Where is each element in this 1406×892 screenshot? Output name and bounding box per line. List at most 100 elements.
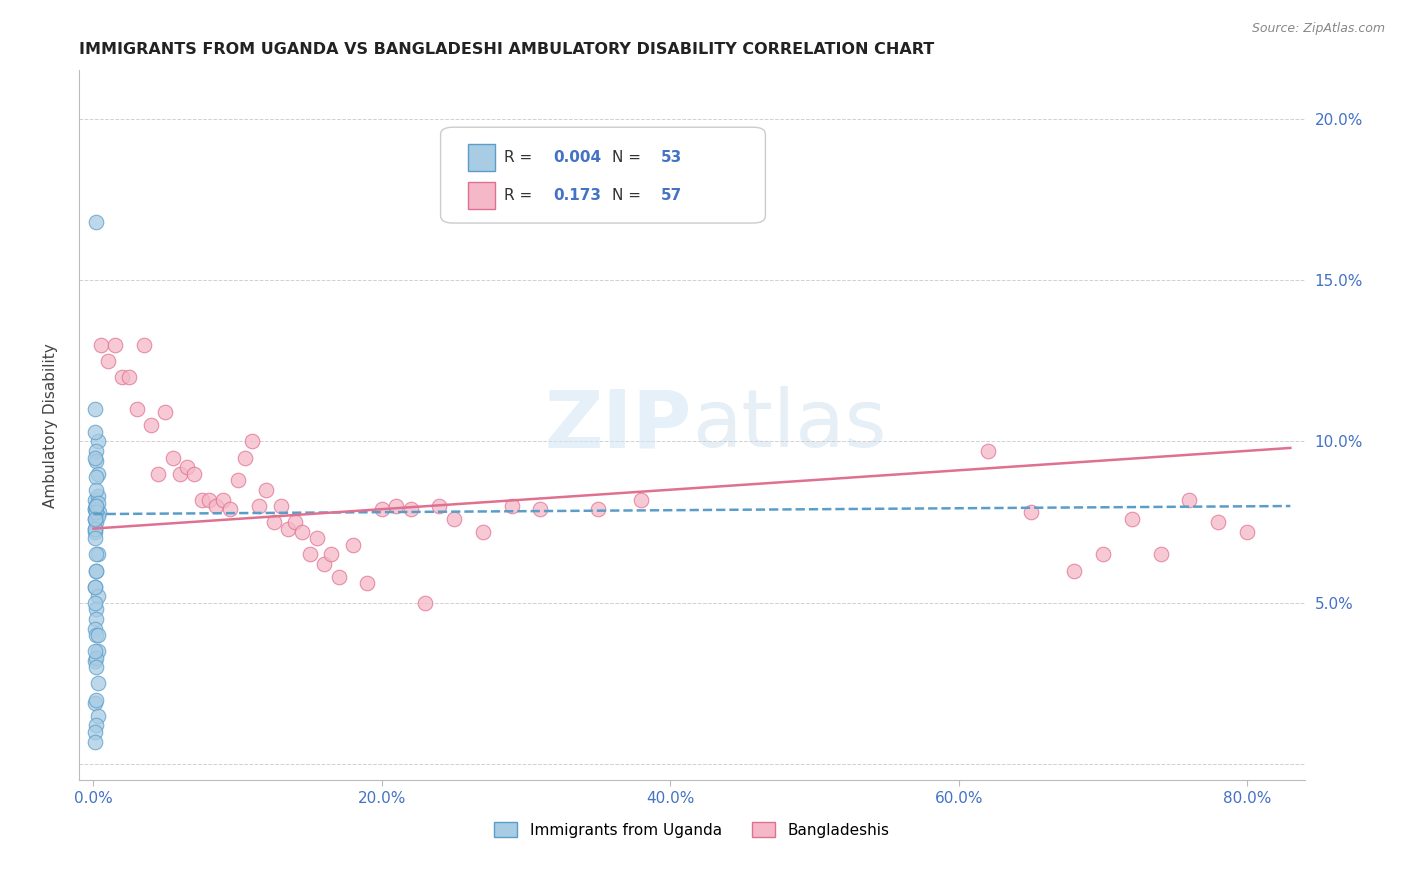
Point <box>83 492 105 507</box>
Point <box>385 499 408 513</box>
Point <box>471 524 494 539</box>
Point <box>83 502 105 516</box>
Point <box>284 515 307 529</box>
Point <box>84 650 107 665</box>
Point <box>97 354 120 368</box>
Point <box>83 734 105 748</box>
Point <box>86 467 108 481</box>
Point <box>83 580 105 594</box>
Point <box>111 370 134 384</box>
Point <box>197 492 219 507</box>
Point <box>86 496 108 510</box>
Point <box>84 548 107 562</box>
Point <box>84 483 107 497</box>
Point <box>125 402 148 417</box>
Point <box>83 512 105 526</box>
Point <box>247 499 270 513</box>
Point <box>501 499 523 513</box>
Point <box>1236 524 1258 539</box>
Point <box>84 454 107 468</box>
Point <box>84 660 107 674</box>
Point <box>83 696 105 710</box>
Point <box>84 499 107 513</box>
Point <box>219 502 242 516</box>
Point <box>86 508 108 523</box>
Point <box>155 405 177 419</box>
Point <box>83 724 105 739</box>
Text: N =: N = <box>612 150 641 164</box>
Point <box>277 522 299 536</box>
Point <box>1178 492 1201 507</box>
Point <box>86 676 108 690</box>
Point <box>84 692 107 706</box>
Point <box>83 512 105 526</box>
Y-axis label: Ambulatory Disability: Ambulatory Disability <box>44 343 58 508</box>
Point <box>630 492 652 507</box>
Point <box>86 708 108 723</box>
Point <box>83 654 105 668</box>
Point <box>1121 512 1143 526</box>
Point <box>132 337 155 351</box>
Point <box>84 564 107 578</box>
Point <box>976 444 998 458</box>
Point <box>84 718 107 732</box>
Point <box>314 557 336 571</box>
Point <box>558 193 581 207</box>
Point <box>83 580 105 594</box>
Point <box>83 522 105 536</box>
Point <box>291 524 314 539</box>
Point <box>1019 506 1042 520</box>
Point <box>1206 515 1229 529</box>
Point <box>169 467 191 481</box>
Point <box>328 570 350 584</box>
Point <box>254 483 277 497</box>
Text: ZIP: ZIP <box>544 386 692 465</box>
Point <box>586 502 609 516</box>
Point <box>1091 548 1114 562</box>
Point <box>413 596 436 610</box>
FancyBboxPatch shape <box>468 144 495 170</box>
Point <box>270 499 292 513</box>
Text: R =: R = <box>505 188 533 202</box>
Point <box>83 531 105 545</box>
Point <box>205 499 228 513</box>
Point <box>83 622 105 636</box>
Point <box>84 215 107 229</box>
Text: atlas: atlas <box>692 386 886 465</box>
Point <box>139 418 162 433</box>
Point <box>90 337 112 351</box>
Point <box>86 489 108 503</box>
Point <box>226 473 249 487</box>
Point <box>86 434 108 449</box>
Point <box>86 644 108 658</box>
Text: IMMIGRANTS FROM UGANDA VS BANGLADESHI AMBULATORY DISABILITY CORRELATION CHART: IMMIGRANTS FROM UGANDA VS BANGLADESHI AM… <box>79 42 934 57</box>
Point <box>84 470 107 484</box>
Text: 0.173: 0.173 <box>554 188 602 202</box>
Point <box>84 564 107 578</box>
Point <box>263 515 285 529</box>
Point <box>104 337 127 351</box>
Point <box>176 460 198 475</box>
Point <box>84 506 107 520</box>
Point <box>342 538 364 552</box>
Point <box>84 612 107 626</box>
Point <box>429 499 451 513</box>
Point <box>212 492 235 507</box>
Point <box>83 402 105 417</box>
Point <box>183 467 205 481</box>
Text: 57: 57 <box>661 188 682 202</box>
Point <box>1149 548 1171 562</box>
Point <box>233 450 256 465</box>
Text: Source: ZipAtlas.com: Source: ZipAtlas.com <box>1251 22 1385 36</box>
Point <box>84 515 107 529</box>
Point <box>89 506 111 520</box>
Text: N =: N = <box>612 188 641 202</box>
Point <box>118 370 141 384</box>
Point <box>399 502 422 516</box>
FancyBboxPatch shape <box>468 182 495 209</box>
Point <box>83 425 105 439</box>
Text: 0.004: 0.004 <box>554 150 602 164</box>
Point <box>83 524 105 539</box>
Point <box>84 602 107 616</box>
Point <box>83 644 105 658</box>
